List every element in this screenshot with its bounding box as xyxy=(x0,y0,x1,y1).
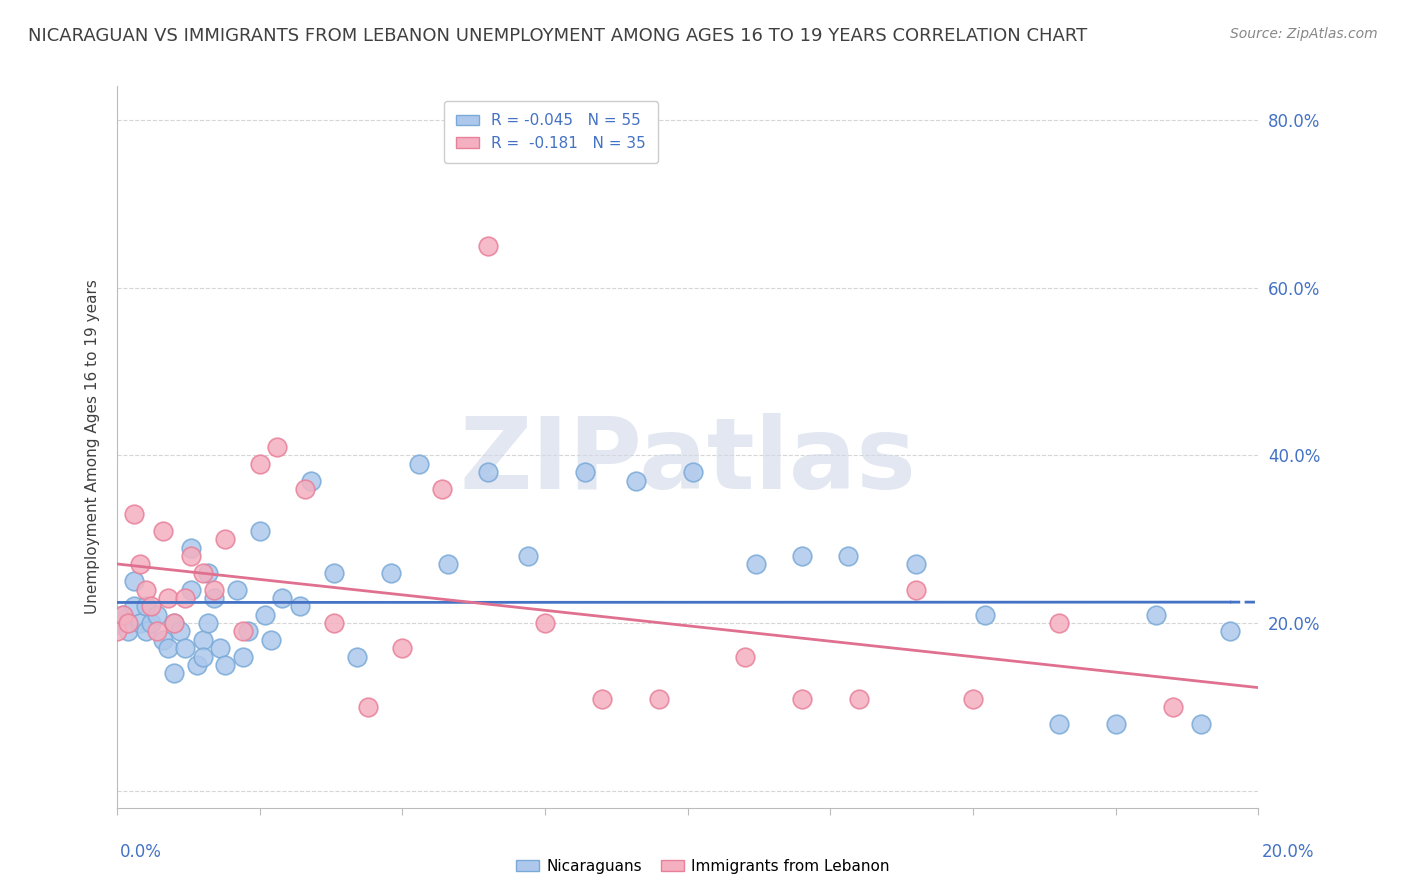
Point xyxy=(516,549,538,563)
Point xyxy=(905,558,928,572)
Point xyxy=(962,691,984,706)
Point xyxy=(111,607,134,622)
Point xyxy=(626,474,648,488)
Point xyxy=(477,238,499,252)
Point xyxy=(432,482,454,496)
Point xyxy=(122,574,145,589)
Point xyxy=(266,440,288,454)
Point xyxy=(271,591,294,605)
Point xyxy=(128,558,150,572)
Point xyxy=(745,558,768,572)
Point xyxy=(214,533,236,547)
Point xyxy=(134,582,156,597)
Point xyxy=(191,566,214,580)
Point xyxy=(357,700,380,714)
Point xyxy=(288,599,311,614)
Point xyxy=(208,641,231,656)
Point xyxy=(1105,716,1128,731)
Point xyxy=(231,649,253,664)
Point xyxy=(134,599,156,614)
Point xyxy=(249,524,271,538)
Point xyxy=(174,591,197,605)
Point xyxy=(437,558,460,572)
Text: ZIPatlas: ZIPatlas xyxy=(460,413,917,510)
Point xyxy=(105,624,128,639)
Point xyxy=(682,465,704,479)
Point xyxy=(1161,700,1184,714)
Point xyxy=(117,616,139,631)
Point xyxy=(1219,624,1241,639)
Point xyxy=(299,474,322,488)
Legend: R = -0.045   N = 55, R =  -0.181   N = 35: R = -0.045 N = 55, R = -0.181 N = 35 xyxy=(443,101,658,163)
Point xyxy=(191,632,214,647)
Point xyxy=(591,691,613,706)
Y-axis label: Unemployment Among Ages 16 to 19 years: Unemployment Among Ages 16 to 19 years xyxy=(86,279,100,615)
Point xyxy=(534,616,557,631)
Point xyxy=(380,566,402,580)
Point xyxy=(973,607,995,622)
Point xyxy=(254,607,277,622)
Point xyxy=(152,632,174,647)
Point xyxy=(180,582,202,597)
Point xyxy=(134,624,156,639)
Point xyxy=(477,465,499,479)
Text: Source: ZipAtlas.com: Source: ZipAtlas.com xyxy=(1230,27,1378,41)
Point xyxy=(231,624,253,639)
Point xyxy=(152,524,174,538)
Point xyxy=(408,457,430,471)
Point xyxy=(260,632,283,647)
Point xyxy=(197,616,219,631)
Point xyxy=(648,691,671,706)
Text: 0.0%: 0.0% xyxy=(120,843,162,861)
Point xyxy=(163,666,186,681)
Point xyxy=(111,607,134,622)
Point xyxy=(322,566,344,580)
Point xyxy=(214,658,236,673)
Legend: Nicaraguans, Immigrants from Lebanon: Nicaraguans, Immigrants from Lebanon xyxy=(510,853,896,880)
Point xyxy=(157,641,180,656)
Point xyxy=(734,649,756,664)
Point xyxy=(157,591,180,605)
Point xyxy=(322,616,344,631)
Point xyxy=(225,582,247,597)
Point xyxy=(117,624,139,639)
Point xyxy=(141,599,163,614)
Point xyxy=(105,616,128,631)
Point xyxy=(848,691,870,706)
Point xyxy=(1144,607,1167,622)
Point xyxy=(122,599,145,614)
Point xyxy=(574,465,596,479)
Point xyxy=(146,624,169,639)
Point xyxy=(122,507,145,521)
Point xyxy=(174,641,197,656)
Point xyxy=(180,549,202,563)
Point xyxy=(294,482,316,496)
Point xyxy=(238,624,260,639)
Point xyxy=(790,691,813,706)
Point xyxy=(1047,716,1070,731)
Text: NICARAGUAN VS IMMIGRANTS FROM LEBANON UNEMPLOYMENT AMONG AGES 16 TO 19 YEARS COR: NICARAGUAN VS IMMIGRANTS FROM LEBANON UN… xyxy=(28,27,1087,45)
Text: 20.0%: 20.0% xyxy=(1263,843,1315,861)
Point xyxy=(346,649,368,664)
Point xyxy=(180,541,202,555)
Point xyxy=(249,457,271,471)
Point xyxy=(202,591,225,605)
Point xyxy=(186,658,208,673)
Point xyxy=(1047,616,1070,631)
Point xyxy=(905,582,928,597)
Point xyxy=(197,566,219,580)
Point xyxy=(163,616,186,631)
Point xyxy=(141,616,163,631)
Point xyxy=(146,607,169,622)
Point xyxy=(191,649,214,664)
Point xyxy=(1189,716,1212,731)
Point xyxy=(202,582,225,597)
Point xyxy=(837,549,859,563)
Point xyxy=(391,641,413,656)
Point xyxy=(128,616,150,631)
Point xyxy=(790,549,813,563)
Point xyxy=(169,624,191,639)
Point xyxy=(163,616,186,631)
